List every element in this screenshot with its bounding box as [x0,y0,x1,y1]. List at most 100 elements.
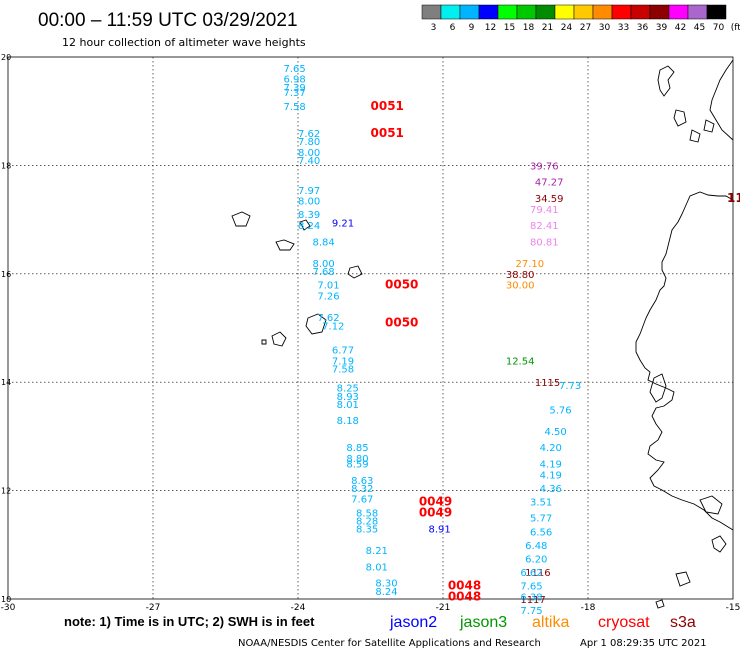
color-scale-label: 33 [618,23,629,33]
axis-ticks: -30 -27 -24 -21 -18 -15 10 12 14 16 18 20 [1,53,740,613]
swh-label: 7.40 [298,156,320,167]
swh-label: 8.01 [366,562,388,573]
swh-label: 8.24 [375,587,397,598]
coastline [657,65,675,97]
swh-label: 4.50 [545,427,567,438]
swh-label: 8.84 [313,237,335,248]
swh-label: 7.58 [332,365,354,376]
swh-label: 5.77 [530,514,552,525]
swh-label: 0051 [371,126,404,140]
y-tick-label: 18 [1,161,11,170]
swh-label: 4.19 [540,470,562,481]
data-labels: 9.218.912.4312.5427.1030.000051005100500… [284,64,740,617]
swh-label: 34.59 [535,194,564,205]
swh-label: 7.19 [332,357,354,368]
color-swatch [592,4,613,20]
coastline [275,239,295,251]
swh-label: 8.28 [356,516,378,527]
color-swatch [611,4,632,20]
coastline [347,265,363,279]
swh-label: 8.00 [313,259,335,270]
color-swatch [573,4,594,20]
swh-label: 5.76 [549,405,571,416]
swh-label: 8.18 [337,416,359,427]
swh-label: 4.36 [540,484,562,495]
swh-label: 8.85 [346,443,368,454]
swh-label: 6.56 [530,527,552,538]
swh-label: 6.98 [284,75,306,86]
y-tick-label: 14 [1,378,11,387]
y-tick-label: 16 [1,270,11,279]
swh-label: 8.25 [337,384,359,395]
color-swatch [497,4,518,20]
footer-note: note: 1) Time is in UTC; 2) SWH is in fe… [64,614,315,629]
swh-label: 39.76 [530,161,559,172]
swh-label: 1115 [535,378,560,389]
coastline [649,373,667,403]
swh-label: 38.80 [506,270,535,281]
color-swatch [535,4,556,20]
color-swatch [478,4,499,20]
swh-label: 0048 [448,578,481,592]
swh-label: 8.63 [351,476,373,487]
coastline [675,571,691,587]
swh-label: 30.00 [506,281,535,292]
swh-label: 8.00 [298,197,320,208]
footer-credit: NOAA/NESDIS Center for Satellite Applica… [238,638,541,649]
color-scale-label: 15 [504,23,515,33]
coastlines [231,59,734,609]
x-tick-label: -24 [291,603,306,613]
swh-label: 0050 [385,316,418,330]
swh-label: 7.75 [520,606,542,617]
color-swatch [706,4,727,20]
color-scale-label: 9 [469,23,475,33]
x-tick-label: -15 [726,603,740,613]
x-tick-label: -21 [436,603,451,613]
swh-label: 79.41 [530,205,559,216]
swh-label: 8.01 [337,400,359,411]
swh-label: 0049 [419,494,452,508]
legend-item: jason2 [389,614,437,631]
swh-label: 7.68 [313,267,335,278]
color-scale-label: 39 [656,23,668,33]
color-scale-label: 24 [561,23,573,33]
swh-label: 47.27 [535,178,564,189]
swh-label: 7.62 [317,313,339,324]
chart-subtitle: 12 hour collection of altimeter wave hei… [62,36,306,49]
y-tick-label: 12 [1,487,11,496]
x-tick-label: -27 [146,603,161,613]
swh-label: 8.00 [298,148,320,159]
coastline [305,313,327,335]
color-swatch [668,4,689,20]
color-scale-label: 30 [599,23,611,33]
swh-label: 0050 [385,278,418,292]
legend-item: altika [532,614,569,631]
swh-label: 6.62 [520,568,542,579]
color-swatch [649,4,670,20]
coastline [261,339,267,345]
swh-label: 7.65 [284,64,306,75]
coastline [673,109,687,127]
swh-label: 27.10 [516,259,545,270]
swh-label: 8.21 [366,546,388,557]
swh-label: 7.37 [284,88,306,99]
swh-label: 7.65 [520,581,542,592]
coastline [709,59,734,141]
color-scale-label: 70 [713,23,725,33]
swh-label: 8.24 [298,221,320,232]
legend-item: jason3 [459,614,507,631]
color-swatch [459,4,480,20]
swh-label: 8.93 [337,392,359,403]
swh-label: 6.48 [525,541,547,552]
coastline [271,331,287,347]
swh-label: 8.32 [351,484,373,495]
swh-label: 7.80 [298,137,320,148]
coastline [635,191,734,531]
x-tick-label: -18 [581,603,596,613]
coastline [699,495,723,515]
swh-label: 7.62 [298,129,320,140]
swh-label-clipped: 11 [727,191,740,205]
swh-label: 6.38 [520,592,542,603]
